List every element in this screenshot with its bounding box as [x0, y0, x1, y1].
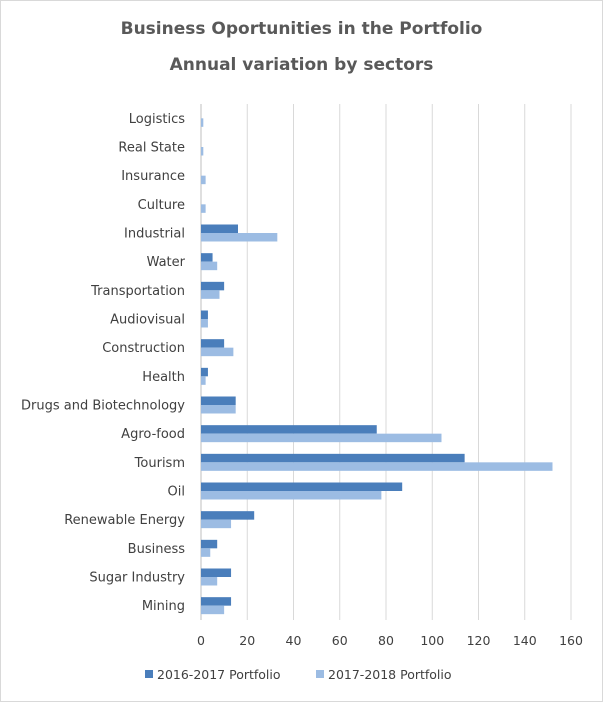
bar-series-2	[201, 319, 208, 328]
legend-swatch	[316, 670, 324, 678]
bar-series-1	[201, 482, 403, 491]
bar-series-2	[201, 261, 218, 271]
category-labels: Logistics Real State Insurance Culture Indus…	[21, 112, 186, 614]
category-label: Renewable Energy	[64, 513, 185, 528]
bar-series-2	[201, 118, 204, 127]
gridlines	[200, 104, 572, 620]
bar-series-1	[201, 453, 465, 463]
category-label: Business	[128, 542, 186, 557]
bar-series-2	[201, 175, 206, 185]
category-label: Health	[142, 370, 185, 385]
bar-series-2	[201, 290, 220, 299]
bar-series-2	[201, 491, 382, 500]
category-label: Sugar Industry	[89, 571, 185, 586]
bar-series-1	[201, 281, 225, 291]
category-label: Transportation	[90, 284, 185, 299]
x-tick-label: 60	[332, 633, 348, 648]
bar-series-1	[201, 224, 238, 233]
category-label: Real State	[118, 141, 185, 156]
bar-series-2	[201, 347, 234, 357]
bar-series-1	[201, 511, 255, 520]
x-axis-ticks: 0 20 40 60 80 100 120 140 160	[197, 633, 583, 648]
x-tick-label: 0	[197, 633, 205, 648]
bar-series-1	[201, 253, 213, 262]
bar-series-1	[201, 568, 232, 577]
bar-series-1	[201, 310, 208, 319]
bar-series-1	[201, 539, 218, 549]
category-label: Oil	[168, 485, 185, 500]
legend-label: 2017-2018 Portfolio	[328, 667, 452, 682]
bar-series-2	[201, 577, 218, 586]
bar-series-2	[201, 376, 206, 385]
bar-series-2	[201, 433, 442, 443]
category-label: Construction	[102, 341, 185, 356]
category-label: Logistics	[129, 112, 185, 127]
bar-series-1	[201, 597, 232, 606]
category-label: Industrial	[124, 227, 185, 242]
bars	[201, 118, 553, 615]
category-label: Tourism	[134, 456, 185, 471]
chart-title: Business Oportunities in the Portfolio	[120, 19, 483, 39]
legend-swatch	[145, 670, 153, 678]
bar-series-1	[201, 367, 208, 377]
bar-series-2	[201, 519, 232, 529]
bar-series-2	[201, 405, 236, 414]
bar-series-2	[201, 147, 204, 156]
category-label: Water	[147, 255, 186, 270]
category-label: Culture	[138, 198, 185, 213]
category-label: Mining	[142, 599, 185, 614]
bar-series-1	[201, 339, 225, 348]
chart-subtitle: Annual variation by sectors	[169, 55, 434, 75]
bar-series-2	[201, 462, 553, 471]
category-label: Audiovisual	[110, 313, 185, 328]
x-tick-label: 80	[378, 633, 394, 648]
legend-label: 2016-2017 Portfolio	[157, 667, 281, 682]
x-tick-label: 40	[286, 633, 302, 648]
category-label: Agro-food	[121, 427, 185, 442]
bar-series-2	[201, 548, 211, 557]
x-tick-label: 160	[559, 633, 583, 648]
x-tick-label: 20	[239, 633, 255, 648]
bar-series-2	[201, 204, 206, 213]
bar-series-1	[201, 396, 236, 405]
bar-series-2	[201, 233, 278, 242]
category-label: Insurance	[121, 169, 185, 184]
bar-series-2	[201, 605, 225, 615]
bar-series-1	[201, 425, 377, 434]
category-label: Drugs and Biotechnology	[21, 399, 185, 414]
x-tick-label: 120	[467, 633, 491, 648]
x-tick-label: 140	[513, 633, 537, 648]
legend: 2016-2017 Portfolio 2017-2018 Portfolio	[145, 667, 452, 682]
x-tick-label: 100	[420, 633, 444, 648]
